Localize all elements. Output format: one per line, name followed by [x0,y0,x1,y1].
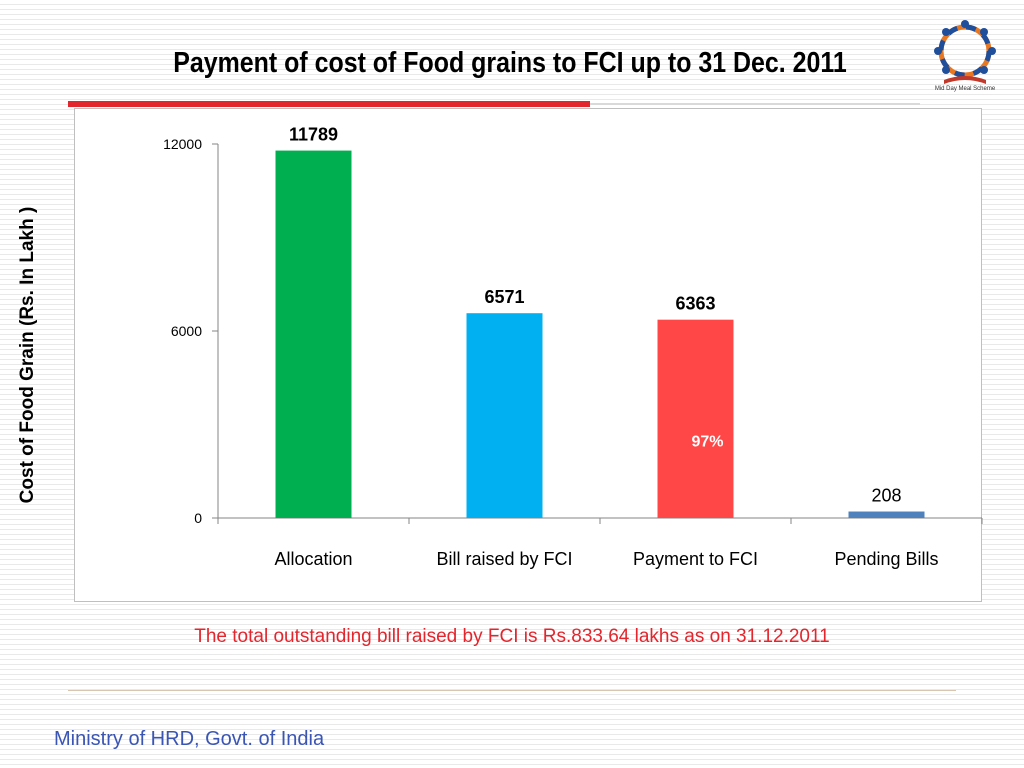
slide-title: Payment of cost of Food grains to FCI up… [173,47,847,79]
bar-3 [848,511,925,518]
bar-value-label-2: 6363 [675,294,715,314]
bar-0 [275,150,352,518]
y-tick-label-2: 12000 [163,136,202,152]
x-tick-label-2: Payment to FCI [633,549,758,569]
logo-caption: Mid Day Meal Scheme [934,86,996,92]
x-tick-label-3: Pending Bills [834,549,938,569]
bar-value-label-0: 11789 [289,125,338,145]
title-underline-rule [590,103,920,105]
bar-annotation-0: 97% [691,434,723,451]
footer-ministry: Ministry of HRD, Govt. of India [54,728,325,750]
footer-divider [68,690,956,691]
y-tick-label-1: 6000 [171,323,202,339]
mid-day-meal-logo-icon [934,20,996,84]
x-tick-label-1: Bill raised by FCI [436,549,572,569]
outstanding-bill-note: The total outstanding bill raised by FCI… [194,626,830,647]
bar-value-label-1: 6571 [484,287,524,307]
bar-value-label-3: 208 [871,486,901,506]
bar-2 [657,319,734,518]
title-underline-accent [68,101,590,107]
bar-1 [466,313,543,518]
x-tick-label-0: Allocation [274,549,352,569]
y-tick-label-0: 0 [194,510,202,526]
